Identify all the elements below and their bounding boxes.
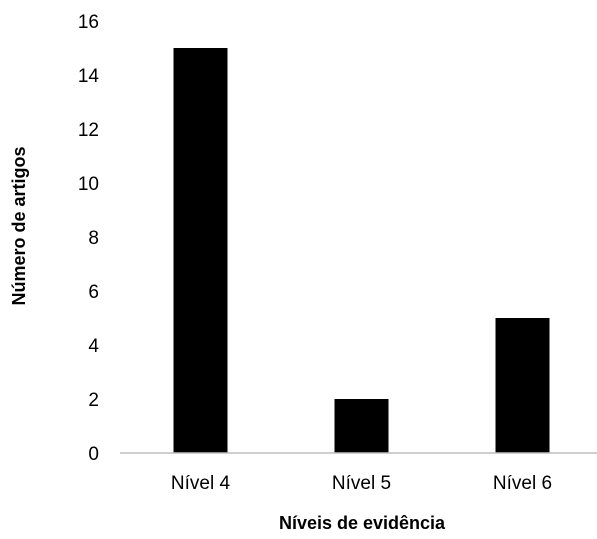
- y-axis-title: Número de artigos: [9, 146, 29, 305]
- y-tick-label: 6: [88, 282, 99, 303]
- y-tick-labels: 0 2 4 6 8 10 12 14 16: [78, 12, 100, 465]
- y-tick-label: 2: [88, 390, 99, 411]
- x-tick-label: Nível 4: [171, 473, 231, 494]
- bar-2: [334, 399, 389, 453]
- x-axis-title: Níveis de evidência: [279, 513, 446, 533]
- x-tick-labels: Nível 4 Nível 5 Nível 6: [171, 473, 552, 494]
- y-tick-label: 16: [78, 12, 99, 33]
- x-tick-label: Nível 5: [332, 473, 391, 494]
- y-tick-label: 0: [88, 444, 99, 465]
- bar-3: [495, 318, 550, 453]
- bar-1: [173, 48, 228, 453]
- y-tick-label: 4: [88, 336, 99, 357]
- y-tick-label: 14: [78, 66, 100, 87]
- bars-group: [173, 48, 550, 453]
- y-tick-label: 12: [78, 120, 99, 141]
- y-tick-label: 8: [88, 228, 99, 249]
- x-tick-label: Nível 6: [493, 473, 552, 494]
- y-tick-label: 10: [78, 174, 99, 195]
